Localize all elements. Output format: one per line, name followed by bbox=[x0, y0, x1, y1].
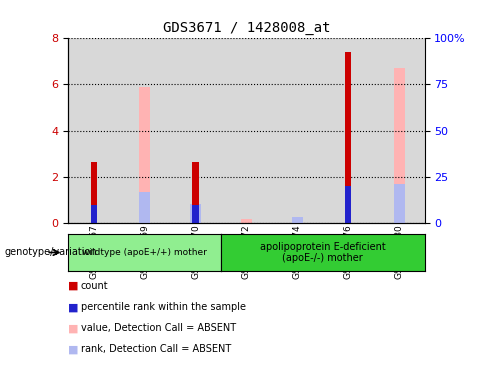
Bar bbox=[345, 52, 351, 223]
Bar bbox=[241, 219, 252, 223]
Bar bbox=[68, 38, 119, 223]
Bar bbox=[221, 38, 272, 223]
Bar bbox=[393, 68, 405, 223]
Text: ■: ■ bbox=[68, 344, 79, 354]
Bar bbox=[91, 162, 97, 223]
Bar bbox=[139, 192, 150, 223]
Bar bbox=[345, 186, 351, 223]
Bar bbox=[139, 87, 150, 223]
Bar bbox=[323, 38, 374, 223]
Bar bbox=[170, 38, 221, 223]
Text: value, Detection Call = ABSENT: value, Detection Call = ABSENT bbox=[81, 323, 236, 333]
Text: genotype/variation: genotype/variation bbox=[5, 247, 98, 258]
Title: GDS3671 / 1428008_at: GDS3671 / 1428008_at bbox=[163, 21, 330, 35]
Text: apolipoprotein E-deficient
(apoE-/-) mother: apolipoprotein E-deficient (apoE-/-) mot… bbox=[260, 242, 386, 263]
Text: ■: ■ bbox=[68, 323, 79, 333]
Text: rank, Detection Call = ABSENT: rank, Detection Call = ABSENT bbox=[81, 344, 231, 354]
Text: ■: ■ bbox=[68, 302, 79, 312]
Bar bbox=[374, 38, 425, 223]
Bar bbox=[119, 38, 170, 223]
Bar bbox=[192, 205, 199, 223]
Bar bbox=[91, 205, 97, 223]
Bar bbox=[190, 204, 201, 223]
Bar bbox=[292, 217, 303, 223]
Bar bbox=[272, 38, 323, 223]
Text: wildtype (apoE+/+) mother: wildtype (apoE+/+) mother bbox=[82, 248, 207, 257]
Text: percentile rank within the sample: percentile rank within the sample bbox=[81, 302, 245, 312]
Text: ■: ■ bbox=[68, 281, 79, 291]
Bar bbox=[393, 184, 405, 223]
Bar bbox=[192, 162, 199, 223]
Text: count: count bbox=[81, 281, 108, 291]
